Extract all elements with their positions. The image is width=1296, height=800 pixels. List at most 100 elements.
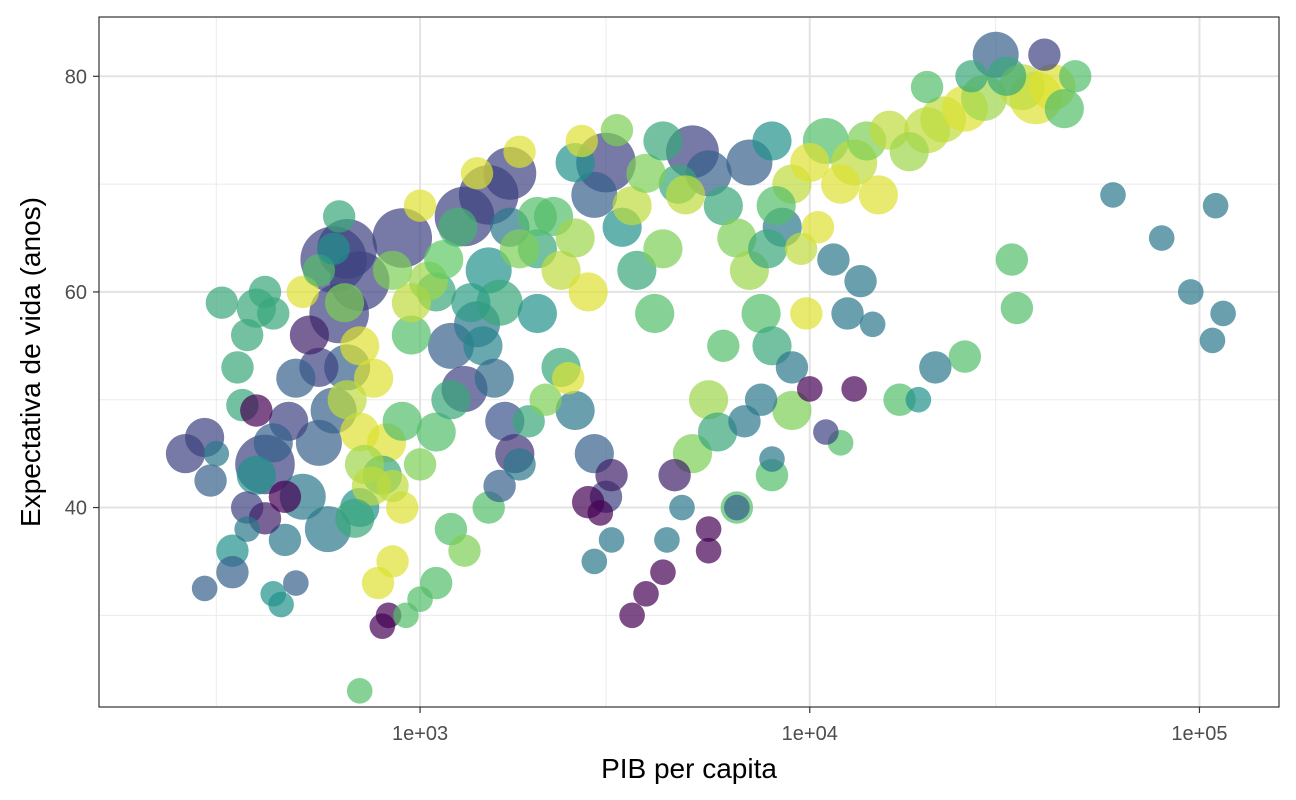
- data-point: [841, 376, 867, 402]
- data-point: [295, 419, 342, 466]
- data-point: [340, 326, 380, 366]
- data-point: [831, 297, 864, 330]
- data-point: [1199, 327, 1226, 354]
- data-point: [1000, 291, 1034, 325]
- x-tick-label: 1e+03: [392, 723, 448, 745]
- data-point: [230, 318, 264, 352]
- data-point: [474, 358, 514, 398]
- data-point: [665, 175, 706, 215]
- data-point: [626, 153, 666, 193]
- data-point: [571, 171, 618, 218]
- data-point: [612, 186, 652, 226]
- x-tick-label: 1e+04: [782, 723, 838, 745]
- data-point: [499, 229, 540, 269]
- data-point: [327, 380, 367, 420]
- data-point: [483, 469, 516, 503]
- data-point: [463, 326, 503, 366]
- data-point: [821, 164, 861, 204]
- data-point: [503, 135, 536, 168]
- data-point: [619, 602, 645, 629]
- data-point: [695, 537, 722, 564]
- data-point: [268, 523, 302, 557]
- data-point: [697, 412, 738, 452]
- data-point: [236, 455, 276, 495]
- data-point: [905, 386, 932, 413]
- data-point: [643, 121, 683, 161]
- data-point: [598, 527, 625, 553]
- data-point: [431, 380, 471, 420]
- data-point: [658, 459, 691, 492]
- data-point: [552, 361, 585, 395]
- data-point: [859, 311, 886, 338]
- data-point: [517, 196, 557, 237]
- data-point: [955, 60, 988, 93]
- data-point: [772, 390, 812, 431]
- y-tick-label: 60: [65, 282, 87, 304]
- data-point: [669, 494, 695, 521]
- data-point: [801, 211, 835, 244]
- data-point: [424, 239, 464, 280]
- data-point: [688, 380, 729, 420]
- data-point: [517, 293, 557, 334]
- data-point: [581, 548, 608, 575]
- data-point: [354, 358, 394, 398]
- data-point: [775, 351, 809, 384]
- data-point: [707, 329, 740, 363]
- data-point: [382, 401, 422, 441]
- data-point: [451, 283, 491, 323]
- data-point: [635, 293, 675, 334]
- data-point: [717, 218, 757, 258]
- data-point: [756, 186, 796, 226]
- data-point: [340, 412, 380, 452]
- data-point: [448, 534, 481, 567]
- data-point: [728, 405, 761, 438]
- data-point: [317, 232, 350, 265]
- data-point: [759, 446, 785, 472]
- data-point: [1100, 182, 1126, 208]
- data-point: [529, 383, 562, 416]
- data-point: [438, 207, 478, 247]
- data-point: [790, 297, 823, 330]
- data-point: [555, 218, 595, 258]
- data-point: [1210, 300, 1236, 327]
- data-point: [216, 556, 249, 589]
- data-point: [257, 297, 290, 330]
- data-point: [703, 186, 743, 226]
- data-point: [1177, 279, 1204, 305]
- data-point: [205, 286, 239, 319]
- x-axis-ticks: 1e+03 1e+04 1e+05: [392, 707, 1228, 745]
- data-point: [416, 412, 456, 452]
- data-point: [476, 279, 523, 326]
- data-point: [289, 315, 329, 355]
- data-point: [253, 423, 293, 463]
- x-axis-title: PIB per capita: [601, 753, 777, 784]
- data-point: [752, 121, 792, 161]
- data-point: [987, 56, 1027, 96]
- plot-border: [98, 16, 1280, 708]
- data-point: [335, 498, 375, 538]
- y-axis-title: Expectativa de vida (anos): [15, 197, 46, 527]
- data-point: [813, 419, 839, 445]
- data-points: [165, 31, 1236, 704]
- y-axis-ticks: 40 60 80: [65, 66, 99, 520]
- data-point: [203, 440, 230, 467]
- data-point: [555, 390, 595, 431]
- data-point: [724, 494, 750, 521]
- data-point: [403, 189, 437, 222]
- data-point: [617, 250, 657, 290]
- data-point: [919, 351, 952, 384]
- data-point: [283, 570, 309, 596]
- data-point: [391, 315, 431, 355]
- data-point: [376, 469, 409, 503]
- data-point: [407, 586, 433, 612]
- data-point: [276, 358, 316, 398]
- data-point: [595, 459, 628, 492]
- data-point: [695, 516, 722, 542]
- data-point: [1148, 225, 1175, 251]
- data-point: [1202, 192, 1229, 219]
- x-tick-label: 1e+05: [1171, 723, 1227, 745]
- data-point: [194, 464, 227, 497]
- data-point: [503, 448, 536, 481]
- data-point: [995, 243, 1029, 276]
- data-point: [796, 376, 823, 402]
